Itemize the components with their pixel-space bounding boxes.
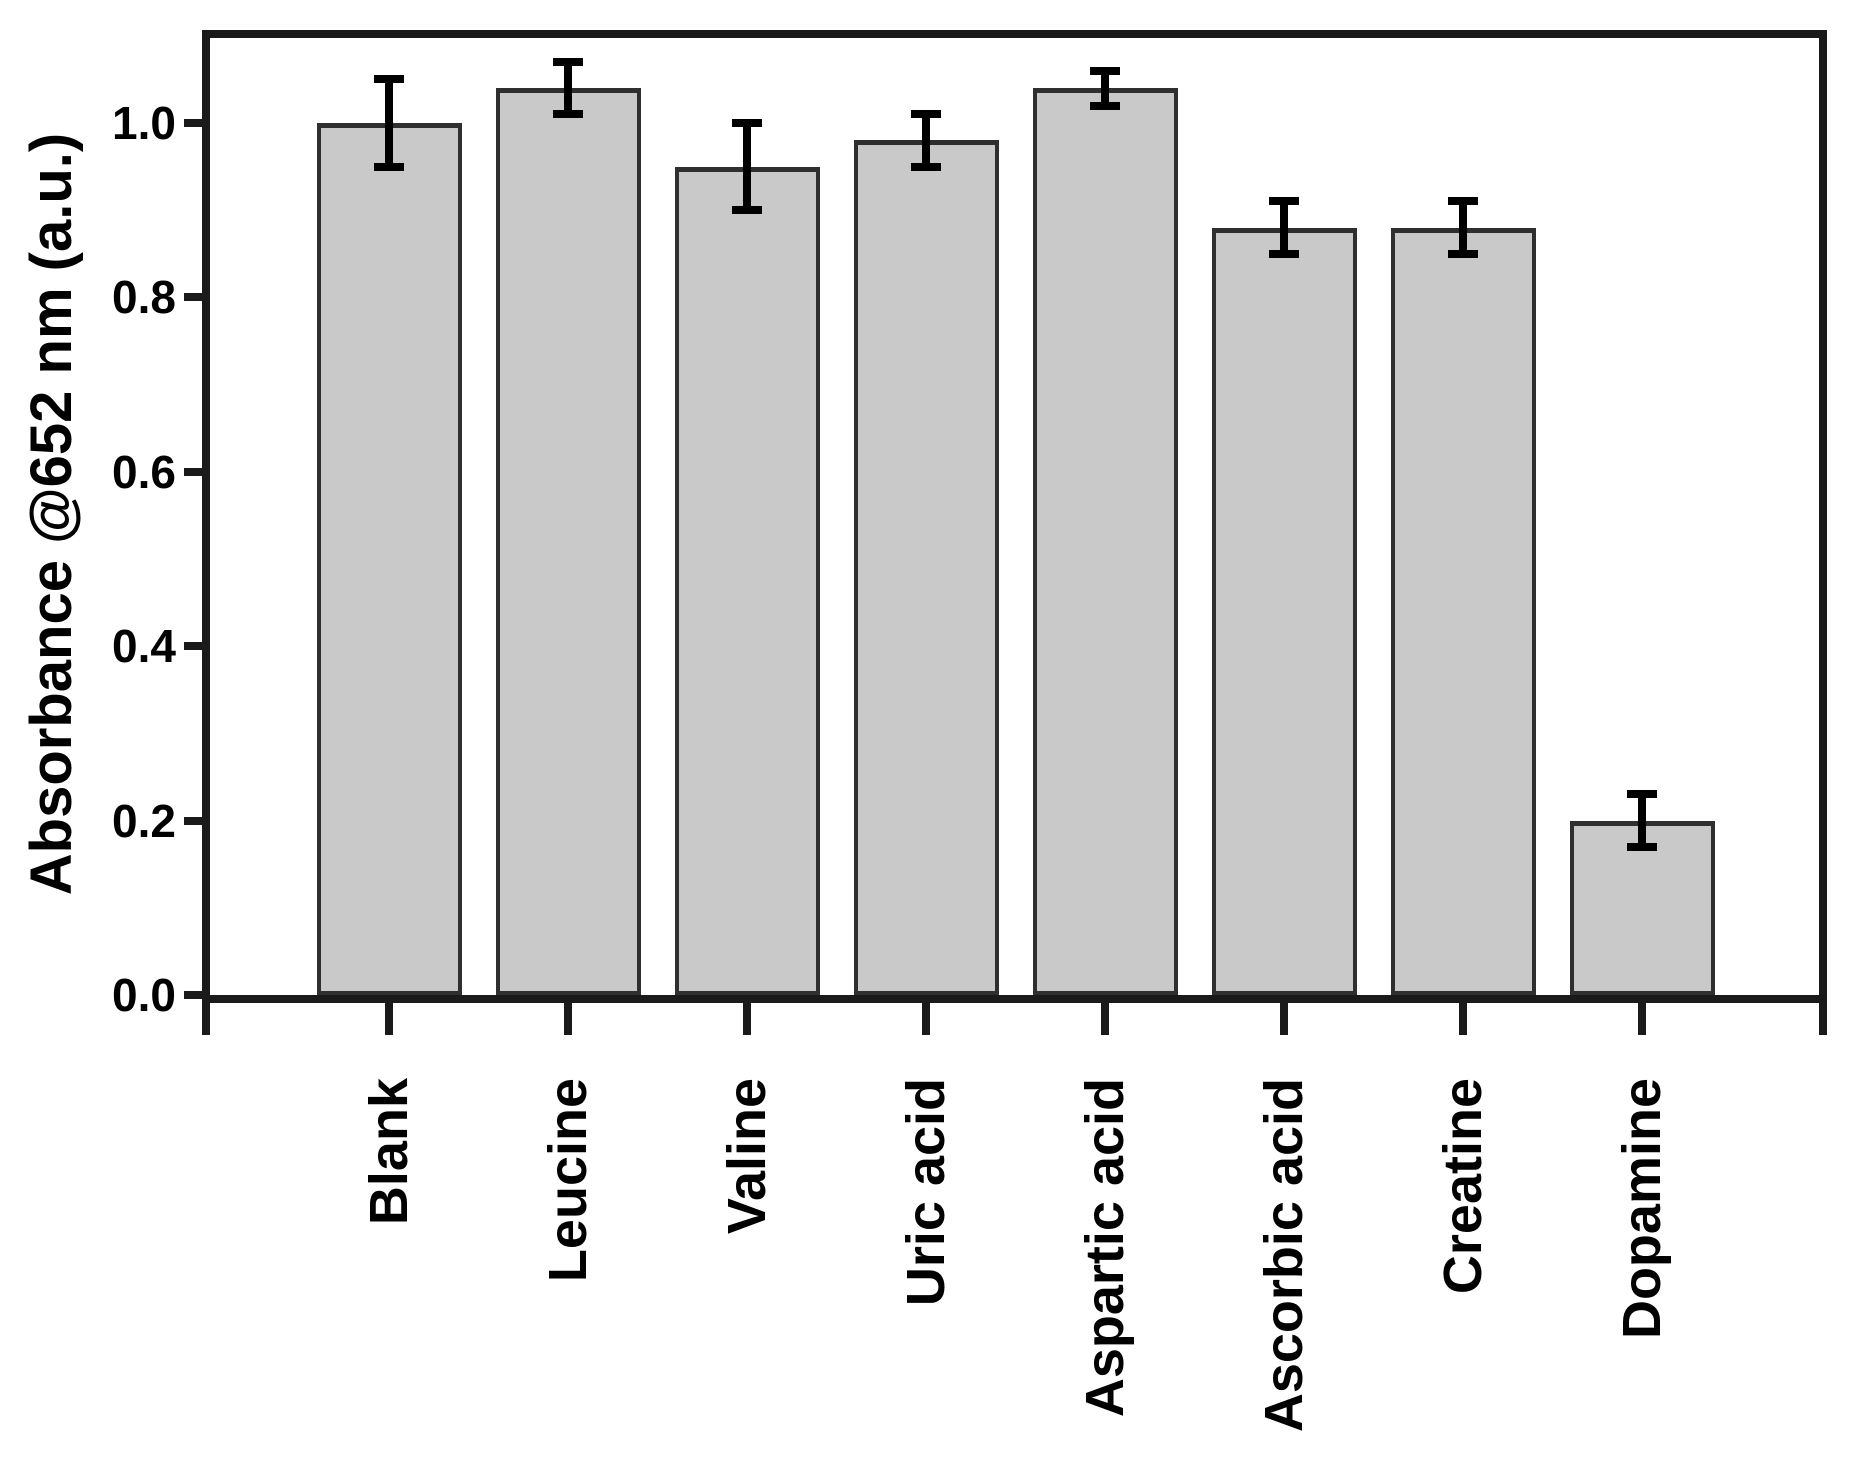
x-tick-uric-acid xyxy=(922,1003,930,1035)
bar-aspartic-acid xyxy=(1032,88,1178,995)
x-tick-leucine xyxy=(564,1003,572,1035)
y-tick-label-0.2: 0.2 xyxy=(112,794,176,847)
y-tick-1.0 xyxy=(184,119,202,127)
bar-uric-acid xyxy=(853,140,999,995)
y-tick-label-0.4: 0.4 xyxy=(112,620,176,673)
error-cap-top-valine xyxy=(732,119,762,127)
x-tick-label-ascorbic-acid: Ascorbic acid xyxy=(1254,1078,1314,1433)
left-spine-overshoot xyxy=(202,1003,210,1035)
error-cap-bottom-leucine xyxy=(553,110,583,119)
error-cap-bottom-creatine xyxy=(1448,249,1478,258)
x-tick-label-dopamine: Dopamine xyxy=(1612,1078,1672,1340)
error-cap-top-aspartic-acid xyxy=(1090,66,1120,75)
y-tick-label-1.0: 1.0 xyxy=(112,97,176,149)
error-cap-top-ascorbic-acid xyxy=(1269,197,1299,206)
bar-leucine xyxy=(495,88,641,995)
error-bar-dopamine xyxy=(1638,794,1646,847)
error-cap-top-uric-acid xyxy=(911,110,941,119)
y-tick-label-0.0: 0.0 xyxy=(112,969,176,1021)
error-bar-aspartic-acid xyxy=(1101,70,1109,106)
y-tick-0.4 xyxy=(184,642,202,651)
y-tick-label-0.6: 0.6 xyxy=(112,445,176,498)
x-tick-creatine xyxy=(1459,1003,1467,1035)
error-cap-top-creatine xyxy=(1448,197,1478,206)
error-cap-bottom-uric-acid xyxy=(911,162,941,171)
x-tick-dopamine xyxy=(1638,1003,1646,1035)
error-cap-bottom-blank xyxy=(374,162,404,171)
error-bar-ascorbic-acid xyxy=(1280,201,1288,254)
bar-valine xyxy=(674,166,820,995)
error-bar-uric-acid xyxy=(922,114,930,167)
right-spine-overshoot xyxy=(1819,1003,1827,1035)
error-bar-leucine xyxy=(564,61,572,115)
x-tick-label-blank: Blank xyxy=(359,1078,419,1226)
error-cap-bottom-ascorbic-acid xyxy=(1269,249,1299,258)
x-tick-valine xyxy=(743,1003,751,1035)
x-tick-label-valine: Valine xyxy=(717,1078,777,1235)
y-tick-label-0.8: 0.8 xyxy=(112,271,176,324)
bar-ascorbic-acid xyxy=(1211,227,1357,995)
error-cap-top-dopamine xyxy=(1627,790,1657,799)
bar-creatine xyxy=(1390,227,1536,995)
x-tick-label-leucine: Leucine xyxy=(538,1078,598,1283)
error-bar-creatine xyxy=(1459,201,1467,254)
x-tick-label-aspartic-acid: Aspartic acid xyxy=(1075,1078,1135,1418)
x-tick-aspartic-acid xyxy=(1101,1003,1109,1035)
y-tick-0.6 xyxy=(184,467,202,476)
x-tick-blank xyxy=(385,1003,393,1035)
plot-frame xyxy=(202,30,1827,1003)
bar-blank xyxy=(316,123,462,995)
error-cap-bottom-aspartic-acid xyxy=(1090,101,1120,110)
y-tick-0.0 xyxy=(184,991,202,999)
error-cap-top-blank xyxy=(374,75,404,84)
x-tick-label-uric-acid: Uric acid xyxy=(896,1078,956,1307)
error-cap-top-leucine xyxy=(553,57,583,66)
error-bar-valine xyxy=(743,123,751,211)
x-tick-label-creatine: Creatine xyxy=(1433,1078,1493,1295)
y-tick-0.2 xyxy=(184,816,202,825)
error-cap-bottom-valine xyxy=(732,206,762,215)
error-bar-blank xyxy=(385,79,393,167)
y-axis-title: Absorbance @652 nm (a.u.) xyxy=(19,132,84,896)
x-tick-ascorbic-acid xyxy=(1280,1003,1288,1035)
y-tick-0.8 xyxy=(184,293,202,302)
error-cap-bottom-dopamine xyxy=(1627,842,1657,851)
